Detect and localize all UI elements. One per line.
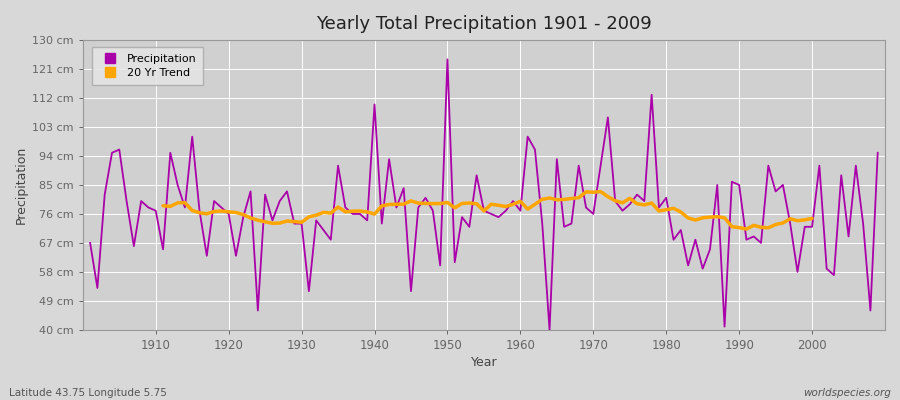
- Legend: Precipitation, 20 Yr Trend: Precipitation, 20 Yr Trend: [93, 47, 203, 85]
- Y-axis label: Precipitation: Precipitation: [15, 146, 28, 224]
- X-axis label: Year: Year: [471, 356, 497, 369]
- Text: worldspecies.org: worldspecies.org: [803, 388, 891, 398]
- Text: Latitude 43.75 Longitude 5.75: Latitude 43.75 Longitude 5.75: [9, 388, 166, 398]
- Title: Yearly Total Precipitation 1901 - 2009: Yearly Total Precipitation 1901 - 2009: [316, 15, 652, 33]
